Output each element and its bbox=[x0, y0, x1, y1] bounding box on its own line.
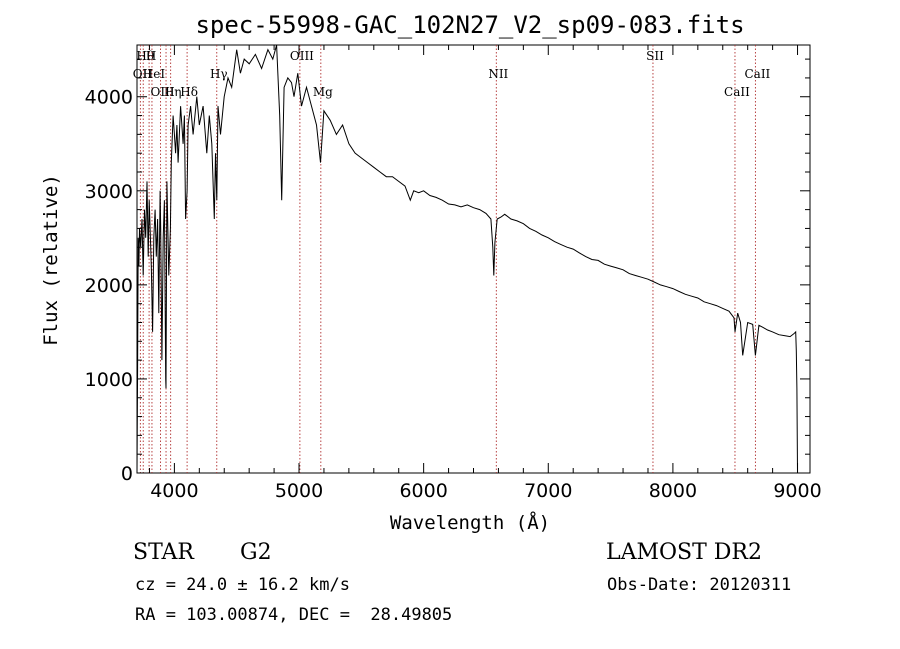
redshift-cz: cz = 24.0 ± 16.2 km/s bbox=[135, 575, 350, 595]
y-tick-label: 0 bbox=[121, 463, 133, 485]
reference-line-label: SII bbox=[646, 49, 664, 63]
y-tick-label: 1000 bbox=[85, 369, 133, 391]
x-tick-label: 4000 bbox=[150, 480, 198, 502]
chart-title: spec-55998-GAC_102N27_V2_sp09-083.fits bbox=[195, 11, 744, 39]
reference-line-label: HeI bbox=[143, 67, 166, 81]
reference-line-label: OIII bbox=[290, 49, 314, 63]
reference-line-label: OIII bbox=[151, 85, 175, 99]
x-tick-label: 5000 bbox=[275, 480, 323, 502]
x-tick-label: 6000 bbox=[399, 480, 447, 502]
ra-dec-coordinates: RA = 103.00874, DEC = 28.49805 bbox=[135, 605, 453, 625]
y-tick-label: 4000 bbox=[85, 87, 133, 109]
survey-name: LAMOST DR2 bbox=[606, 540, 762, 565]
plot-frame bbox=[136, 44, 811, 474]
spectrum-line bbox=[136, 44, 798, 474]
reference-line-label: NII bbox=[488, 67, 508, 81]
object-subclass: G2 bbox=[240, 540, 272, 565]
object-class: STAR bbox=[133, 540, 194, 565]
reference-line-label: Hδ bbox=[180, 85, 198, 99]
x-axis-label: Wavelength (Å) bbox=[390, 511, 550, 534]
x-tick-label: 8000 bbox=[649, 480, 697, 502]
reference-line-label: Mg bbox=[313, 85, 333, 99]
y-axis-label: Flux (relative) bbox=[40, 174, 62, 346]
observation-date: Obs-Date: 20120311 bbox=[607, 575, 792, 595]
y-tick-label: 3000 bbox=[85, 181, 133, 203]
reference-line-label: CaII bbox=[744, 67, 770, 81]
reference-line-label: H bbox=[146, 49, 156, 63]
axis-ticks: 4000 5000 6000 7000 8000 9000 0 1000 2000 3000 400… bbox=[85, 45, 822, 502]
reference-line-label: Hγ bbox=[210, 67, 228, 81]
reference-line-label: Hη bbox=[164, 85, 182, 99]
x-tick-label: 9000 bbox=[773, 480, 821, 502]
x-tick-label: 7000 bbox=[524, 480, 572, 502]
reference-line-label: CaII bbox=[724, 85, 750, 99]
y-tick-label: 2000 bbox=[85, 275, 133, 297]
